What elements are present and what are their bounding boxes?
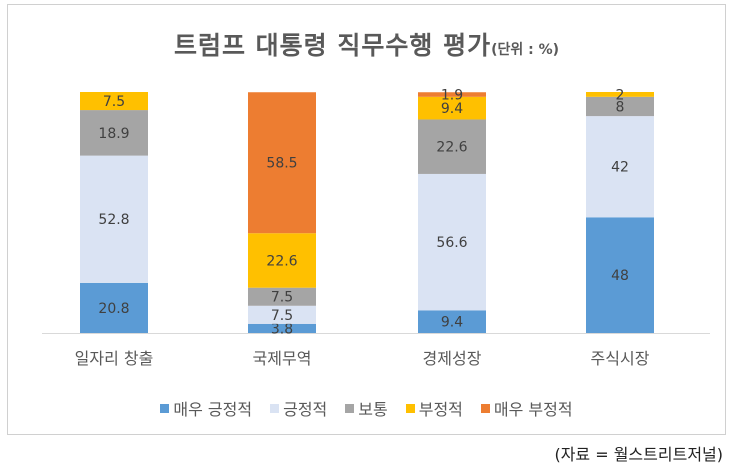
legend-item: 매우 긍정적 [160,396,252,420]
data-label: 7.5 [271,308,293,324]
data-label: 52.8 [98,212,129,228]
legend-item: 긍정적 [270,396,327,420]
legend-label: 보통 [358,400,388,419]
data-label: 2 [616,87,625,103]
bar-segment [248,287,316,306]
bar-segment [418,310,486,333]
data-label: 7.5 [271,290,293,306]
data-label: 22.6 [266,253,297,269]
data-label: 7.5 [103,94,125,110]
legend-item: 부정적 [405,396,463,420]
bar-segment [248,233,316,288]
legend-item: 보통 [345,396,388,420]
legend-label: 매우 부정적 [493,400,573,419]
legend-swatch [345,403,355,413]
data-label: 18.9 [98,126,129,142]
bar-segment [586,96,654,117]
data-label: 20.8 [98,301,129,317]
legend-label: 긍정적 [283,400,328,419]
legend: 매우 긍정적 긍정적 보통 부정적 매우 부정적 [0,396,733,420]
data-label: 9.4 [441,101,463,117]
bar-segment [80,155,148,283]
legend-swatch [160,403,170,413]
chart-title-block: 트럼프 대통령 직무수행 평가(단위 : %) [0,26,733,62]
chart-title: 트럼프 대통령 직무수행 평가 [173,31,492,60]
legend-swatch [405,403,415,413]
bar-segment [586,217,654,333]
bar-segment [418,92,486,97]
bar-segment [418,119,486,174]
x-tick-label: 일자리 창출 [75,349,154,368]
bar-segment [418,96,486,120]
legend-label: 매우 긍정적 [173,400,253,419]
data-label: 9.4 [441,315,463,331]
bar-segment [586,92,654,97]
bar-segment [80,282,148,333]
data-label: 8 [616,99,625,115]
bar-segment [248,92,316,234]
data-label: 22.6 [436,140,467,156]
x-tick-label: 주식시장 [591,349,650,368]
data-label: 1.9 [441,88,463,104]
bar-segment [586,116,654,218]
source-note: (자료 = 월스트리트저널) [554,445,723,464]
data-label: 48 [611,268,629,284]
unit-label: (단위 : %) [491,42,560,58]
data-label: 3.8 [271,321,293,337]
bar-segment [80,110,148,156]
bar-segment [248,323,316,333]
legend-swatch [480,403,490,413]
legend-swatch [270,403,280,413]
data-label: 56.6 [436,235,467,251]
legend-label: 부정적 [418,400,463,419]
data-label: 58.5 [266,156,297,172]
x-tick-label: 국제무역 [253,349,312,368]
bar-segment [80,92,148,111]
x-tick-label: 경제성장 [423,349,482,368]
data-label: 42 [611,160,629,176]
bar-segment [418,173,486,311]
bar-segment [248,305,316,324]
legend-item: 매우 부정적 [480,396,573,420]
